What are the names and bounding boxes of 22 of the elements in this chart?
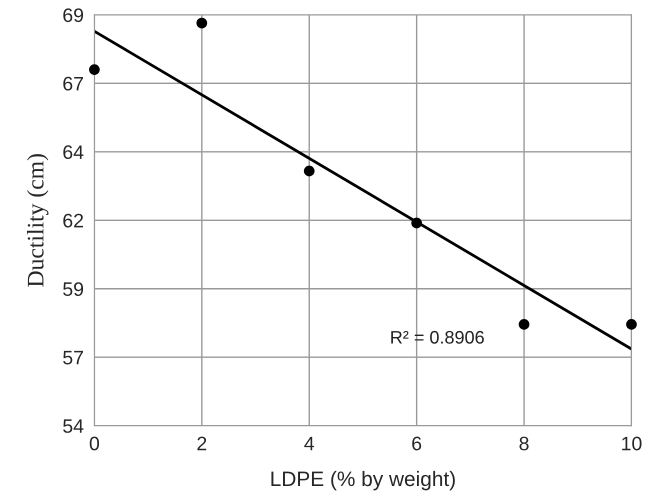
point <box>304 166 315 176</box>
y-tick-label: 62 <box>63 214 84 228</box>
x-tick-label: 8 <box>519 436 529 450</box>
point <box>411 218 422 228</box>
x-tick-label: 6 <box>412 436 422 450</box>
y-tick-label: 64 <box>63 145 84 160</box>
point <box>196 18 208 28</box>
x-axis-title: LDPE (% by weight) <box>271 470 455 490</box>
y-tick-label: 59 <box>63 282 84 296</box>
x-tick-label: 2 <box>197 436 206 450</box>
y-tick-label: 67 <box>63 76 84 91</box>
x-tick-label: 0 <box>90 436 100 450</box>
x-tick-label: 10 <box>622 436 642 450</box>
point <box>89 64 100 75</box>
y-tick-label: 69 <box>63 8 84 22</box>
point <box>518 319 530 330</box>
y-tick-label: 57 <box>63 350 84 364</box>
x-tick-label: 4 <box>304 436 314 450</box>
y-axis-title: Ductility (cm) <box>26 154 48 287</box>
annotation: R² = 0.8906 <box>391 330 484 344</box>
y-tick-label: 54 <box>63 419 84 433</box>
point <box>626 319 637 330</box>
